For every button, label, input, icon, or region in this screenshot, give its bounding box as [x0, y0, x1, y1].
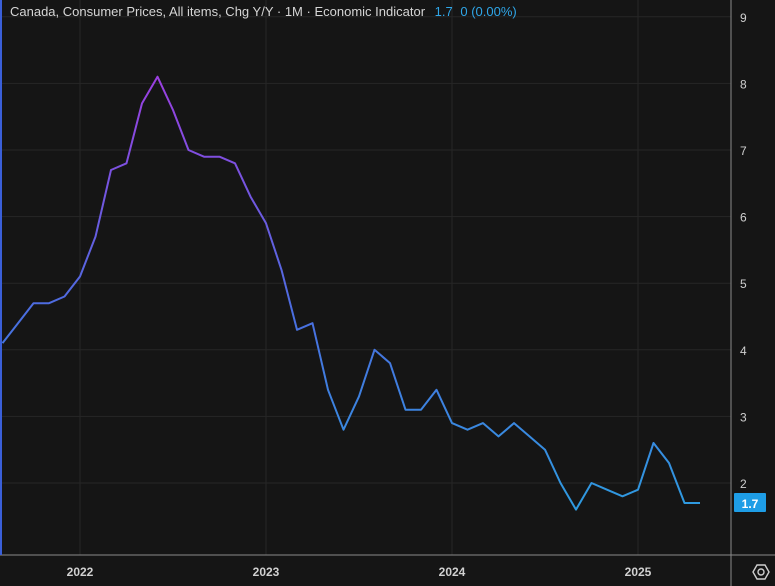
- last-value-badge-label: 1.7: [742, 497, 759, 511]
- change-value: 0 (0.00%): [460, 4, 517, 19]
- y-tick-label: 6: [740, 211, 747, 225]
- cpi-series-line: [1, 75, 700, 511]
- y-tick-label: 7: [740, 144, 747, 158]
- series-type: Economic Indicator: [314, 4, 426, 19]
- y-tick-label: 4: [740, 344, 747, 358]
- settings-icon[interactable]: [752, 563, 770, 581]
- interval: 1M: [284, 4, 303, 19]
- y-tick-label: 3: [740, 410, 747, 424]
- y-tick-label: 9: [740, 11, 747, 25]
- last-value: 1.7: [434, 4, 453, 19]
- y-tick-label: 8: [740, 77, 747, 91]
- x-tick-label: 2024: [439, 565, 466, 579]
- x-tick-label: 2022: [67, 565, 94, 579]
- last-value-badge: [734, 492, 766, 512]
- series-title: Canada, Consumer Prices, All items, Chg …: [10, 4, 274, 19]
- x-tick-label: 2023: [253, 565, 280, 579]
- chart-header: Canada, Consumer Prices, All items, Chg …: [10, 4, 517, 19]
- left-edge-highlight: [0, 0, 2, 555]
- x-tick-label: 2025: [625, 565, 652, 579]
- y-tick-label: 2: [740, 477, 747, 491]
- y-tick-label: 5: [740, 277, 747, 291]
